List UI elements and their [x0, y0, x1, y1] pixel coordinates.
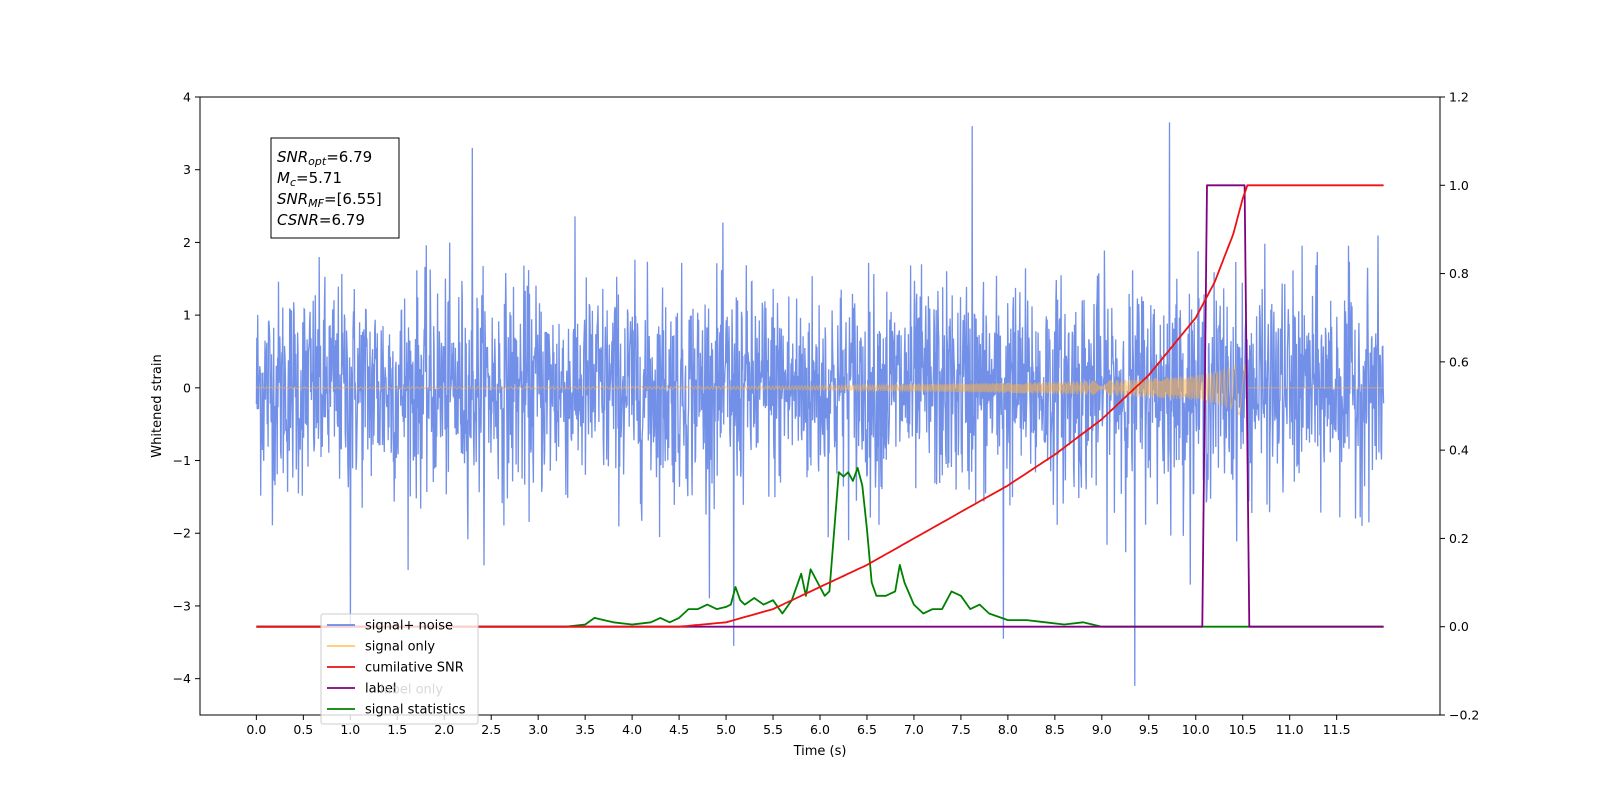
legend-signal-statistics-text: signal statistics: [365, 703, 466, 718]
y-axis-label: Whitened strain: [150, 354, 165, 457]
legend-signal-only-text: signal only: [365, 640, 435, 655]
legend-label-only-text: label only: [380, 683, 443, 698]
x-tick-label: 7.0: [904, 722, 924, 737]
series-signal-noise: [255, 122, 1385, 686]
x-axis-label: Time (s): [793, 744, 847, 759]
x-tick-label: 5.5: [763, 722, 783, 737]
y-tick-label: 1: [183, 308, 191, 323]
x-tick-label: 4.0: [622, 722, 642, 737]
x-tick-label: 8.5: [1045, 722, 1065, 737]
x-tick-label: 1.0: [340, 722, 360, 737]
annotation-line: SNRopt=6.79: [277, 148, 372, 168]
x-tick-label: 0.0: [246, 722, 266, 737]
x-tick-label: 8.0: [998, 722, 1018, 737]
y2-tick-label: 1.2: [1449, 90, 1469, 105]
x-tick-label: 4.5: [669, 722, 689, 737]
x-tick-label: 7.5: [951, 722, 971, 737]
series-label: [256, 184, 1384, 628]
y-tick-label: 0: [183, 380, 191, 395]
x-tick-label: 2.5: [481, 722, 501, 737]
y2-tick-label: 0.8: [1449, 266, 1469, 281]
legend-signal-noise-text: signal+ noise: [365, 619, 453, 634]
x-axis: 0.0 0.5 1.0 1.5 2.0 2.5 3.0 3.5 4.0 4.5 5.0 5.5 6.0 6…: [246, 715, 1351, 737]
legend-frame: [320, 613, 479, 725]
x-tick-label: 10.0: [1182, 722, 1210, 737]
y2-tick-label: 0.4: [1449, 443, 1469, 458]
y-tick-label: −2: [173, 526, 191, 541]
y-tick-label: −3: [173, 598, 191, 613]
y2-tick-label: −0.2: [1449, 708, 1479, 723]
y-tick-label: −4: [173, 671, 191, 686]
x-tick-label: 6.0: [810, 722, 830, 737]
legend: signal+ noise signal only cumilative SNR la…: [320, 613, 479, 725]
y-tick-label: 4: [183, 90, 191, 105]
y2-tick-label: 1.0: [1449, 178, 1469, 193]
x-tick-label: 9.0: [1092, 722, 1112, 737]
x-tick-label: 1.5: [387, 722, 407, 737]
x-tick-label: 6.5: [857, 722, 877, 737]
annotation-line: CSNR=6.79: [277, 211, 365, 229]
y-tick-label: 2: [183, 235, 191, 250]
series-signal-statistics: [256, 466, 1384, 628]
plot-area: [255, 122, 1385, 686]
x-tick-label: 11.5: [1323, 722, 1351, 737]
x-tick-label: 2.0: [434, 722, 454, 737]
y-tick-label: 3: [183, 162, 191, 177]
x-tick-label: 9.5: [1139, 722, 1159, 737]
y-axis-left: −4 −3 −2 −1 0 1 2 3 4: [173, 90, 200, 686]
x-tick-label: 11.0: [1276, 722, 1304, 737]
y-tick-label: −1: [173, 453, 191, 468]
x-tick-label: 3.5: [575, 722, 595, 737]
series-signal-only: [256, 363, 1384, 416]
legend-label-text: label: [365, 682, 396, 697]
y-axis-right: −0.2 0.0 0.2 0.4 0.6 0.8 1.0 1.2: [1440, 90, 1479, 723]
legend-cumulative-snr-text: cumilative SNR: [365, 661, 464, 676]
series-cumulative-snr: [256, 184, 1384, 628]
x-tick-label: 0.5: [293, 722, 313, 737]
y2-tick-label: 0.0: [1449, 619, 1469, 634]
annotation-line: Mc=5.71: [277, 169, 342, 189]
annotation-line: SNRMF=[6.55]: [277, 190, 382, 210]
x-tick-label: 3.0: [528, 722, 548, 737]
x-tick-label: 5.0: [716, 722, 736, 737]
annotation-frame: [270, 137, 400, 239]
y2-tick-label: 0.2: [1449, 531, 1469, 546]
x-tick-label: 10.5: [1229, 722, 1257, 737]
y2-tick-label: 0.6: [1449, 354, 1469, 369]
